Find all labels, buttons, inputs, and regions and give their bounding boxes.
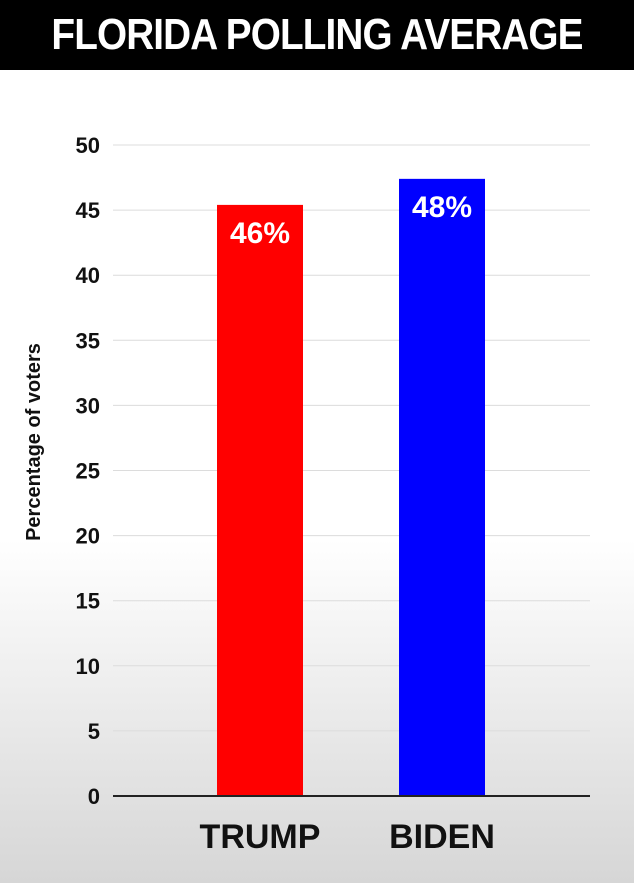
y-axis-ticks: 0 5 10 15 20 25 30 35 40 45 50 <box>76 133 100 809</box>
data-label-trump: 46% <box>230 217 290 250</box>
bar-biden <box>399 178 485 797</box>
y-tick-label: 40 <box>76 263 100 288</box>
y-tick-label: 20 <box>76 524 100 549</box>
title-bar: FLORIDA POLLING AVERAGE <box>0 0 634 70</box>
y-tick-label: 35 <box>76 328 100 353</box>
data-label-biden: 48% <box>412 191 472 224</box>
category-label-trump: TRUMP <box>200 818 321 856</box>
bar-trump <box>217 204 303 797</box>
y-tick-label: 10 <box>76 654 100 679</box>
y-tick-label: 15 <box>76 589 100 614</box>
data-labels: 46% 48% <box>230 191 472 250</box>
y-tick-label: 50 <box>76 133 100 158</box>
y-tick-label: 45 <box>76 198 100 223</box>
chart-title: FLORIDA POLLING AVERAGE <box>51 10 583 59</box>
x-axis-categories: TRUMP BIDEN <box>200 818 495 856</box>
y-axis-title: Percentage of voters <box>23 343 45 541</box>
gridlines <box>113 144 590 732</box>
y-tick-label: 30 <box>76 393 100 418</box>
category-label-biden: BIDEN <box>389 818 495 856</box>
y-tick-label: 25 <box>76 459 100 484</box>
bars <box>217 178 485 797</box>
y-tick-label: 5 <box>88 719 100 744</box>
y-tick-label: 0 <box>88 784 100 809</box>
